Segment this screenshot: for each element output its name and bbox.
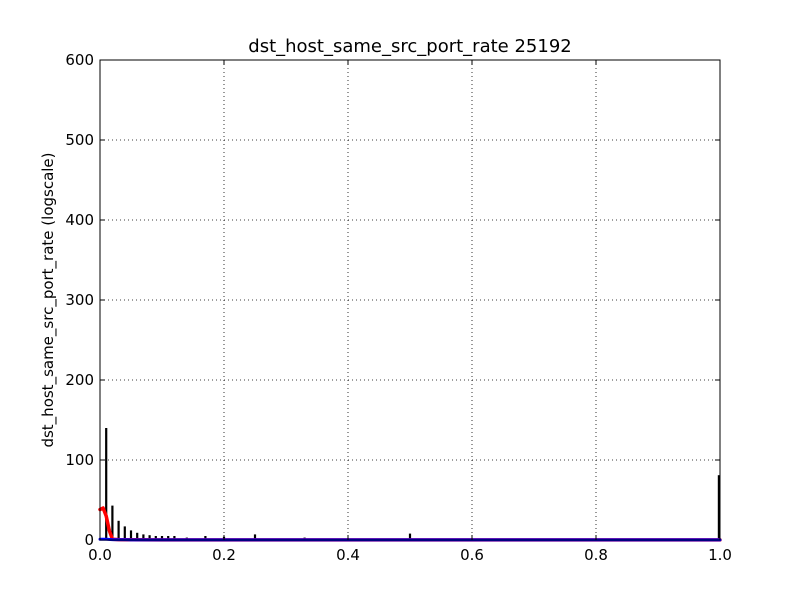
x-tick-label: 0.4	[336, 546, 360, 564]
x-tick-label: 0.8	[584, 546, 608, 564]
histogram-bar	[129, 530, 133, 540]
histogram-bar	[123, 526, 126, 540]
histogram-bar	[160, 536, 164, 540]
histogram-bar	[167, 536, 170, 540]
y-tick-label: 300	[65, 291, 94, 309]
histogram-bar	[117, 520, 120, 540]
y-tick-label: 0	[84, 531, 94, 549]
y-tick-label: 600	[65, 51, 94, 69]
x-tick-label: 0.2	[212, 546, 236, 564]
bars	[105, 428, 720, 540]
y-tick-label: 100	[65, 451, 94, 469]
grid-lines	[100, 60, 720, 540]
histogram-bar	[142, 534, 145, 540]
histogram-bar	[717, 475, 720, 540]
histogram-bar	[173, 536, 176, 540]
axis-ticks: 0.0 0.2 0.4 0.6 0.8 1.0 0 100 200 300 400 500 600	[65, 51, 732, 564]
y-tick-label: 200	[65, 371, 94, 389]
x-tick-label: 0.0	[88, 546, 112, 564]
histogram-bar	[105, 428, 108, 540]
x-tick-label: 1.0	[708, 546, 732, 564]
histogram-bar	[154, 536, 157, 540]
histogram-bar	[204, 536, 207, 540]
histogram-bar	[408, 533, 412, 540]
histogram-bar	[148, 535, 151, 540]
histogram-bar	[136, 532, 139, 540]
chart-title: dst_host_same_src_port_rate 25192	[248, 36, 571, 57]
y-tick-label: 400	[65, 211, 94, 229]
y-axis-label: dst_host_same_src_port_rate (logscale)	[39, 152, 58, 447]
histogram-bar	[111, 505, 114, 540]
x-tick-label: 0.6	[460, 546, 484, 564]
y-tick-label: 500	[65, 131, 94, 149]
histogram-bar	[253, 534, 257, 540]
